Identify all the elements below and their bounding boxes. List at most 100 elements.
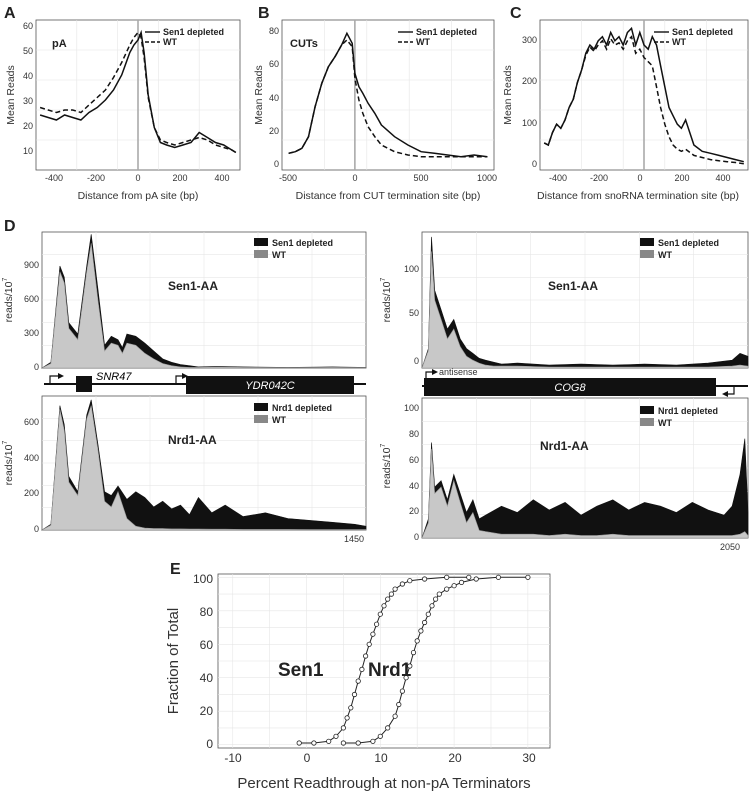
panel-e-ytick: 20 xyxy=(200,704,214,718)
panel-e-xticks: -10 0 10 20 30 xyxy=(224,751,536,765)
panel-b-xtick: -500 xyxy=(279,173,297,183)
panel-b-label: B xyxy=(258,5,270,22)
panel-d-right-gene-track: antisense COG8 xyxy=(422,367,748,397)
cdf-point-nrd1 xyxy=(396,701,402,708)
tss-arrowhead-icon xyxy=(58,373,64,379)
panel-b-ylabel: Mean Reads xyxy=(253,65,265,125)
panel-c-ytick: 200 xyxy=(522,76,537,86)
panel-c: C Sen1 depleted WT -400 -200 0 200 400 0… xyxy=(502,5,749,202)
cdf-point-nrd1 xyxy=(495,574,501,580)
cdf-point-nrd1 xyxy=(355,740,361,746)
panel-b-ytick: 80 xyxy=(269,26,279,36)
cdf-point-nrd1 xyxy=(377,733,383,739)
tss-arrow-icon xyxy=(175,375,182,384)
panel-a-ytick: 30 xyxy=(23,96,33,106)
area-wt xyxy=(41,243,367,369)
cdf-point-sen1 xyxy=(366,641,372,647)
panel-c-xtick: 0 xyxy=(637,173,642,183)
panel-d-right-bottom-ylabel: reads/107 xyxy=(380,444,393,489)
panel-e-ytick: 100 xyxy=(193,572,213,586)
gene-block-cog8 xyxy=(424,378,716,396)
area-wt xyxy=(421,448,749,539)
cdf-point-sen1 xyxy=(407,578,413,584)
cdf-point-nrd1 xyxy=(421,619,428,626)
panel-a-title: pA xyxy=(52,38,67,50)
panel-a-ytick: 10 xyxy=(23,146,33,156)
panel-d-left-bottom-yticks: 0 200 400 600 xyxy=(24,417,39,534)
panel-b-xticks: -500 0 500 1000 xyxy=(279,173,497,183)
panel-b-ytick: 40 xyxy=(269,93,279,103)
panel-d-left-top-ytick: 600 xyxy=(24,294,39,304)
cdf-point-nrd1 xyxy=(407,663,413,669)
panel-b-plot xyxy=(282,20,494,170)
panel-a-xtick: 200 xyxy=(172,173,187,183)
panel-d-left-top-track: Sen1-AA xyxy=(168,279,218,293)
cdf-point-sen1 xyxy=(421,576,428,582)
cdf-point-sen1 xyxy=(351,691,358,698)
antisense-arrowhead-icon xyxy=(432,369,438,375)
panel-d-label: D xyxy=(4,218,16,235)
panel-a-legend-sen1: Sen1 depleted xyxy=(163,27,224,37)
panel-c-ytick: 300 xyxy=(522,35,537,45)
panel-e-series-label-nrd1: Nrd1 xyxy=(368,660,412,681)
cdf-point-sen1 xyxy=(444,574,450,580)
panel-e-plot xyxy=(218,574,550,748)
panel-d-left-bottom-legend-depleted: Nrd1 depleted xyxy=(272,403,332,413)
panel-a-ytick: 50 xyxy=(23,46,33,56)
panel-d-left-top-legend-depleted: Sen1 depleted xyxy=(272,238,333,248)
panel-d: D Sen1-AA Sen1 depleted WT 0 300 600 900… xyxy=(2,218,749,552)
panel-a-xtick: -400 xyxy=(45,173,63,183)
cdf-point-nrd1 xyxy=(436,591,442,597)
panel-a-yticks: 10 20 30 40 50 60 xyxy=(23,21,33,156)
panel-e-xtick: 20 xyxy=(448,751,462,765)
panel-a-xticks: -400 -200 0 200 400 xyxy=(45,173,230,183)
panel-a-xtick: -200 xyxy=(87,173,105,183)
cdf-point-sen1 xyxy=(466,574,472,580)
ylabel-text: reads/10 xyxy=(3,281,15,322)
area-nrd1-depleted xyxy=(421,438,749,539)
cdf-point-nrd1 xyxy=(403,675,409,681)
area-wt xyxy=(421,251,749,369)
cdf-point-sen1 xyxy=(370,631,376,637)
cdf-point-sen1 xyxy=(381,603,387,609)
panel-c-ytick: 100 xyxy=(522,118,537,128)
panel-e-xtick: 30 xyxy=(522,751,536,765)
cdf-point-sen1 xyxy=(355,678,361,684)
area-nrd1-depleted xyxy=(40,399,367,531)
panel-d-left-bottom-legend-wt: WT xyxy=(272,415,286,425)
panel-d-right-bottom-ytick: 40 xyxy=(409,481,419,491)
cdf-point-nrd1 xyxy=(410,649,417,656)
cdf-point-nrd1 xyxy=(444,586,450,592)
panel-e-xtick: 0 xyxy=(304,751,311,765)
panel-d-left-top-legend-swatch-wt xyxy=(254,250,268,258)
panel-d-right-bottom-ytick: 80 xyxy=(409,429,419,439)
panel-b-ytick: 60 xyxy=(269,59,279,69)
tss-arrowhead-reverse-icon xyxy=(722,391,728,397)
cdf-point-nrd1 xyxy=(473,576,479,582)
panel-a-plot xyxy=(36,20,240,170)
panel-d-right-bottom-yticks: 0 20 40 60 80 100 xyxy=(404,403,419,542)
panel-d-right-bottom-legend-wt: WT xyxy=(658,418,672,428)
panel-b-yticks: 0 20 40 60 80 xyxy=(269,26,279,169)
panel-d-right-top-ylabel: reads/107 xyxy=(380,278,393,323)
panel-d-right-top-legend-swatch-wt xyxy=(640,250,654,258)
panel-d-left-top-ytick: 900 xyxy=(24,260,39,270)
cdf-point-nrd1 xyxy=(451,583,457,589)
panel-b-frame xyxy=(281,19,495,171)
panel-d-left-bottom-ytick: 600 xyxy=(24,417,39,427)
panel-b-xtick: 500 xyxy=(413,173,428,183)
panel-a-xlabel: Distance from pA site (bp) xyxy=(78,190,199,202)
panel-d-left-top-ytick: 0 xyxy=(34,362,39,372)
panel-e-xtick: -10 xyxy=(224,751,242,765)
panel-a-ytick: 40 xyxy=(23,71,33,81)
panel-d-left-top-legend-wt: WT xyxy=(272,250,286,260)
cdf-point-sen1 xyxy=(344,715,350,721)
gene-block-snr47 xyxy=(76,376,92,392)
ylabel-sup: 7 xyxy=(380,444,387,448)
panel-d-left-bottom-legend-swatch-depleted xyxy=(254,403,268,411)
cdf-point-nrd1 xyxy=(392,713,398,719)
panel-e-ytick: 80 xyxy=(200,605,214,619)
panel-c-label: C xyxy=(510,5,522,22)
gene-label-ydr042c: YDR042C xyxy=(245,380,295,392)
